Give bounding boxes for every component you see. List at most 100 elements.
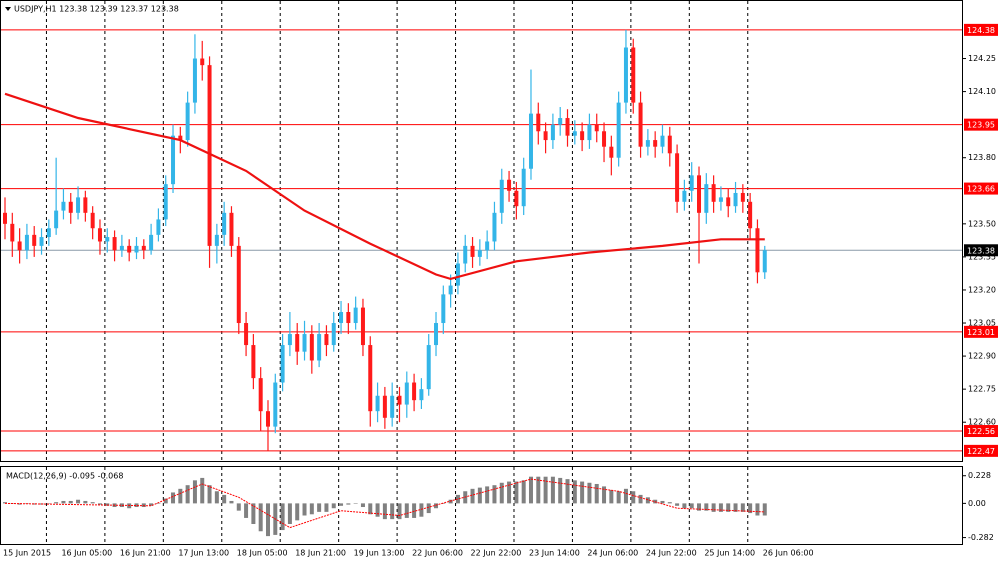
candle-body [726,197,731,207]
y-tick-label: 123.35 [968,252,996,261]
candle-body [46,228,51,238]
macd-bar [90,502,95,504]
y-tick-label: 124.25 [968,54,996,63]
macd-bar [178,488,183,504]
macd-bar [718,503,723,512]
level-label-box [964,325,998,338]
candle-body [222,212,227,235]
x-tick-label: 26 Jun 06:00 [763,549,814,558]
candle-body [331,323,336,346]
macd-bar [733,503,738,512]
candle-body [645,140,650,147]
candle-body [17,241,22,251]
macd-bar [543,476,548,504]
candle-body [353,307,358,324]
candle-body [762,250,767,273]
macd-bar [339,503,344,506]
moving-average [4,92,765,281]
macd-bar [287,503,292,524]
candle-body [214,234,219,246]
candle-body [638,102,643,147]
candle-body [339,312,344,324]
candle-body [602,131,607,147]
x-tick-label: 16 Jun 05:00 [61,549,112,558]
macd-bar [645,497,650,504]
macd-bar [419,503,424,517]
macd-bar [251,503,256,524]
symbol-title: USDJPY,H1 123.38 123.39 123.37 123.38 [14,5,179,14]
candle-body [178,135,183,141]
macd-bar [492,485,497,504]
macd-bar [485,486,490,504]
candle-body [375,395,380,412]
candle-body [748,201,753,229]
candle-body [390,395,395,418]
x-tick-label: 18 Jun 05:00 [237,549,288,558]
macd-bar [455,494,460,504]
candle-body [39,237,44,246]
level-label-box [964,425,998,438]
candle-body [609,146,614,158]
macd-bar [558,477,563,504]
macd-bar [302,503,307,516]
candle-body [171,135,176,185]
candle-body [740,192,745,202]
macd-bar [638,494,643,504]
macd-bar [507,481,512,504]
candle-body [244,323,249,346]
candle-body [302,334,307,352]
candle-body [463,245,468,264]
macd-bar [623,488,628,504]
macd-bar [477,487,482,504]
macd-bar [3,502,7,504]
candle-body [660,135,665,147]
x-tick-label: 16 Jun 21:00 [120,549,171,558]
candle-body [653,140,658,147]
macd-bar [587,482,592,504]
candle-body [572,131,577,136]
macd-bar [762,503,767,516]
macd-bar [631,491,636,504]
macd-bar [470,488,475,504]
macd-bar [580,481,585,504]
candle-body [24,234,29,251]
macd-bar [514,481,519,504]
macd-bar [346,503,351,505]
macd-bar [317,503,322,512]
candle-body [616,102,621,158]
macd-bar [244,503,249,518]
macd-bar [726,503,731,512]
macd-bar [149,503,154,506]
candle-body [499,179,504,213]
candle-body [273,382,278,427]
macd-bar [236,503,241,511]
level-label-box [964,182,998,195]
x-tick-label: 22 Jun 22:00 [471,549,522,558]
macd-bar [185,485,190,504]
macd-bar [119,503,124,508]
menu-arrow[interactable] [5,7,11,11]
candle-body [492,212,497,242]
candle-body [587,124,592,141]
candle-body [54,210,59,229]
candle-body [200,58,205,66]
candle-body [470,245,475,257]
level-label-box [964,118,998,131]
macd-bar [521,480,526,504]
y-tick-label: 122.90 [968,352,996,361]
macd-bar [360,503,365,508]
candle-body [507,179,512,191]
candle-body [265,411,270,427]
x-tick-label: 23 Jun 14:00 [529,549,580,558]
macd-bar [528,476,533,504]
macd-bar [382,503,387,520]
candle-body [309,334,314,361]
macd-bar [740,503,745,512]
candle-body [97,228,102,242]
candle-body [441,294,446,324]
level-label: 123.01 [967,328,995,337]
candle-body [90,212,95,229]
candle-body [346,312,351,324]
x-tick-label: 19 Jun 13:00 [354,549,405,558]
candle-body [76,197,81,213]
